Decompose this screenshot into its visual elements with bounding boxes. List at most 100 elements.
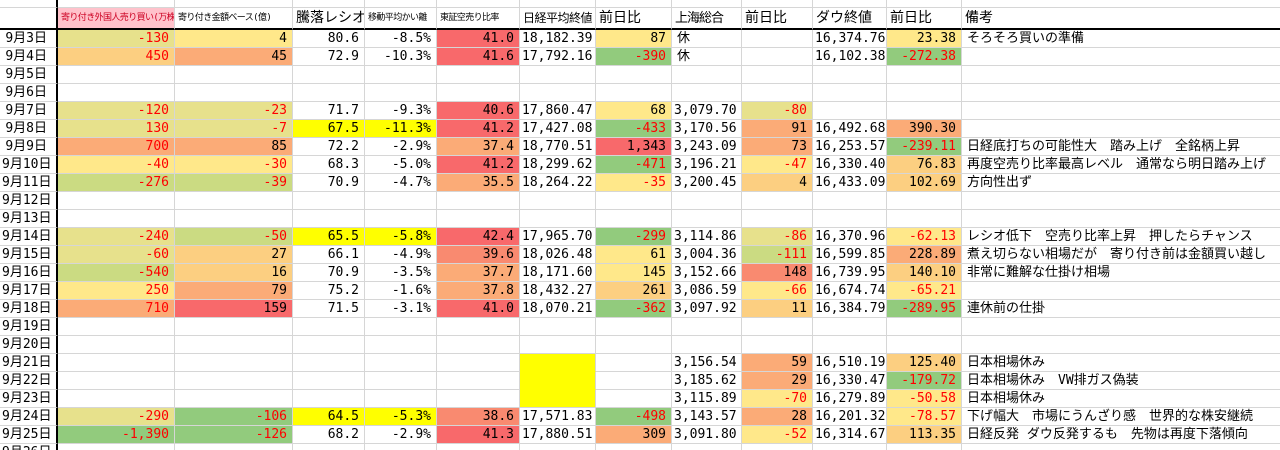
shanghai-close-cell[interactable]: 3,200.45 — [672, 174, 742, 192]
amount-base-cell[interactable]: 79 — [175, 282, 293, 300]
remark-cell[interactable]: 日本相場休み — [962, 354, 1280, 372]
dow-close-cell[interactable]: 16,510.19 — [813, 354, 887, 372]
row-date[interactable]: 9月5日 — [0, 66, 58, 84]
ma-kairi-cell[interactable] — [365, 372, 437, 390]
dow-close-cell[interactable]: 16,330.47 — [813, 372, 887, 390]
row-date[interactable]: 9月11日 — [0, 174, 58, 192]
ratio-cell[interactable]: 72.2 — [293, 138, 365, 156]
shanghai-change-cell[interactable] — [742, 66, 813, 84]
row-date[interactable]: 9月16日 — [0, 264, 58, 282]
dow-change-cell[interactable]: 125.40 — [887, 354, 962, 372]
dow-change-cell[interactable]: -50.58 — [887, 390, 962, 408]
ratio-cell[interactable]: 67.5 — [293, 120, 365, 138]
amount-base-cell[interactable] — [175, 210, 293, 228]
nikkei-close-cell[interactable] — [520, 84, 596, 102]
nikkei-change-cell[interactable]: 145 — [596, 264, 672, 282]
foreign-open-trade-cell[interactable] — [58, 372, 175, 390]
short-sell-ratio-cell[interactable] — [437, 210, 520, 228]
shanghai-change-cell[interactable]: -47 — [742, 156, 813, 174]
cell[interactable] — [887, 444, 962, 450]
short-sell-ratio-cell[interactable] — [437, 354, 520, 372]
amount-base-cell[interactable]: 27 — [175, 246, 293, 264]
remark-cell[interactable] — [962, 84, 1280, 102]
dow-close-cell[interactable] — [813, 192, 887, 210]
dow-close-cell[interactable] — [813, 210, 887, 228]
nikkei-close-cell[interactable]: 17,965.70 — [520, 228, 596, 246]
dow-close-cell[interactable]: 16,370.96 — [813, 228, 887, 246]
foreign-open-trade-cell[interactable]: -120 — [58, 102, 175, 120]
shanghai-change-cell[interactable]: 28 — [742, 408, 813, 426]
nikkei-change-cell[interactable] — [596, 372, 672, 390]
cell[interactable] — [437, 444, 520, 450]
ma-kairi-cell[interactable]: -4.9% — [365, 246, 437, 264]
short-sell-ratio-cell[interactable]: 37.8 — [437, 282, 520, 300]
shanghai-close-cell[interactable] — [672, 66, 742, 84]
nikkei-change-cell[interactable]: -471 — [596, 156, 672, 174]
col-header-foreign-open-trade[interactable]: 寄り付き外国人売り買い(万株) — [58, 8, 175, 30]
short-sell-ratio-cell[interactable] — [437, 84, 520, 102]
cell[interactable] — [175, 444, 293, 450]
shanghai-close-cell[interactable]: 3,170.56 — [672, 120, 742, 138]
dow-close-cell[interactable]: 16,739.95 — [813, 264, 887, 282]
dow-change-cell[interactable] — [887, 102, 962, 120]
nikkei-change-cell[interactable]: -498 — [596, 408, 672, 426]
nikkei-change-cell[interactable]: 1,343 — [596, 138, 672, 156]
amount-base-cell[interactable]: -30 — [175, 156, 293, 174]
shanghai-change-cell[interactable] — [742, 318, 813, 336]
cell[interactable] — [58, 0, 175, 8]
nikkei-change-cell[interactable] — [596, 210, 672, 228]
dow-close-cell[interactable] — [813, 318, 887, 336]
ratio-cell[interactable]: 70.9 — [293, 264, 365, 282]
cell[interactable] — [672, 444, 742, 450]
shanghai-change-cell[interactable]: 73 — [742, 138, 813, 156]
amount-base-cell[interactable] — [175, 192, 293, 210]
ratio-cell[interactable]: 72.9 — [293, 48, 365, 66]
dow-change-cell[interactable]: -272.38 — [887, 48, 962, 66]
dow-close-cell[interactable]: 16,374.76 — [813, 30, 887, 48]
ratio-cell[interactable]: 65.5 — [293, 228, 365, 246]
ratio-cell[interactable] — [293, 336, 365, 354]
ma-kairi-cell[interactable]: -10.3% — [365, 48, 437, 66]
shanghai-change-cell[interactable]: -52 — [742, 426, 813, 444]
foreign-open-trade-cell[interactable] — [58, 354, 175, 372]
foreign-open-trade-cell[interactable]: -40 — [58, 156, 175, 174]
row-date[interactable]: 9月20日 — [0, 336, 58, 354]
ma-kairi-cell[interactable] — [365, 66, 437, 84]
foreign-open-trade-cell[interactable]: -240 — [58, 228, 175, 246]
date-column-header[interactable] — [0, 8, 58, 30]
remark-cell[interactable] — [962, 318, 1280, 336]
dow-change-cell[interactable] — [887, 192, 962, 210]
nikkei-close-cell[interactable]: 18,182.39 — [520, 30, 596, 48]
nikkei-change-cell[interactable] — [596, 390, 672, 408]
ma-kairi-cell[interactable] — [365, 354, 437, 372]
ratio-cell[interactable]: 75.2 — [293, 282, 365, 300]
ratio-cell[interactable]: 64.5 — [293, 408, 365, 426]
ma-kairi-cell[interactable]: -5.8% — [365, 228, 437, 246]
shanghai-close-cell[interactable]: 休 — [672, 48, 742, 66]
ratio-cell[interactable] — [293, 390, 365, 408]
dow-change-cell[interactable] — [887, 318, 962, 336]
row-date[interactable]: 9月23日 — [0, 390, 58, 408]
shanghai-close-cell[interactable]: 3,079.70 — [672, 102, 742, 120]
ma-kairi-cell[interactable]: -9.3% — [365, 102, 437, 120]
dow-close-cell[interactable] — [813, 84, 887, 102]
nikkei-close-cell[interactable] — [520, 372, 596, 390]
nikkei-close-cell[interactable]: 17,880.51 — [520, 426, 596, 444]
amount-base-cell[interactable] — [175, 66, 293, 84]
dow-close-cell[interactable]: 16,253.57 — [813, 138, 887, 156]
cell[interactable] — [520, 0, 596, 8]
remark-cell[interactable]: 煮え切らない相場だが 寄り付き前は金額買い越し — [962, 246, 1280, 264]
nikkei-change-cell[interactable] — [596, 84, 672, 102]
ratio-cell[interactable] — [293, 354, 365, 372]
row-date[interactable]: 9月10日 — [0, 156, 58, 174]
dow-change-cell[interactable]: -289.95 — [887, 300, 962, 318]
ma-kairi-cell[interactable]: -5.3% — [365, 408, 437, 426]
dow-close-cell[interactable]: 16,102.38 — [813, 48, 887, 66]
shanghai-close-cell[interactable]: 3,004.36 — [672, 246, 742, 264]
remark-cell[interactable]: 日経反発 ダウ反発するも 先物は再度下落傾向 — [962, 426, 1280, 444]
short-sell-ratio-cell[interactable]: 41.0 — [437, 30, 520, 48]
remark-cell[interactable]: 下げ幅大 市場にうんざり感 世界的な株安継続 — [962, 408, 1280, 426]
nikkei-change-cell[interactable] — [596, 66, 672, 84]
shanghai-close-cell[interactable]: 3,091.80 — [672, 426, 742, 444]
dow-close-cell[interactable]: 16,201.32 — [813, 408, 887, 426]
